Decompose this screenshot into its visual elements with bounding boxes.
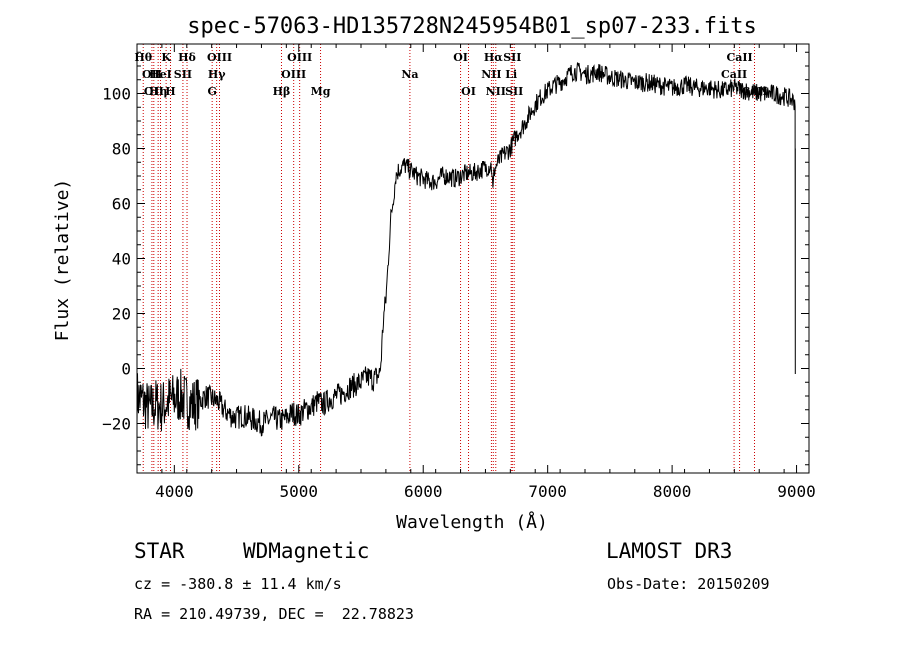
y-tick-label: 100: [102, 85, 131, 104]
x-axis-label: Wavelength (Å): [396, 511, 548, 533]
line-marker-label: OIII: [207, 51, 232, 64]
y-axis-label: Flux (relative): [52, 179, 73, 342]
y-tick-label: 80: [112, 140, 131, 159]
object-subclass: WDMagnetic: [243, 539, 370, 563]
line-marker-label: SII: [503, 51, 521, 64]
x-tick-label: 9000: [777, 482, 816, 501]
x-tick-label: 6000: [404, 482, 443, 501]
line-marker-label: Hδ: [178, 51, 196, 64]
object-class: STAR: [134, 539, 185, 563]
line-marker-label: SII: [505, 85, 523, 98]
chart-title: spec-57063-HD135728N245954B01_sp07-233.f…: [187, 14, 757, 39]
line-marker-label: Hα: [484, 51, 503, 64]
line-marker-label: Hθ: [134, 51, 152, 64]
line-marker-label: CaII: [726, 51, 752, 64]
y-tick-label: 0: [121, 360, 131, 379]
x-axis-ticks: 4000 5000 6000 7000 8000 9000: [136, 44, 816, 501]
line-marker-label: OI: [461, 85, 476, 98]
line-marker-label: K: [161, 51, 171, 64]
line-marker-label: Mg: [311, 85, 331, 98]
flux-series-line: [136, 62, 796, 437]
spectral-line-markers: [142, 44, 755, 473]
line-marker-label: G: [207, 85, 216, 98]
observation-date: Obs-Date: 20150209: [607, 575, 770, 593]
line-marker-label: OI: [453, 51, 468, 64]
line-marker-label: OII: [142, 68, 162, 81]
line-marker-label: Hβ: [273, 85, 291, 98]
redshift-velocity: cz = -380.8 ± 11.4 km/s: [134, 575, 342, 593]
coordinates: RA = 210.49739, DEC = 22.78823: [134, 605, 414, 623]
line-marker-label: OIII: [281, 68, 306, 81]
line-marker-label: Hγ: [208, 68, 226, 81]
line-marker-label: OII: [144, 85, 164, 98]
y-tick-label: −20: [102, 415, 131, 434]
x-tick-label: 5000: [280, 482, 319, 501]
x-tick-label: 8000: [653, 482, 692, 501]
y-tick-label: 40: [112, 250, 131, 269]
line-marker-label: NII: [481, 68, 501, 81]
line-marker-label: SII: [174, 68, 192, 81]
y-tick-label: 20: [112, 305, 131, 324]
line-marker-label: H: [165, 85, 175, 98]
survey-name: LAMOST DR3: [606, 539, 733, 563]
line-marker-label: Na: [401, 68, 418, 81]
spectral-line-labels: HθOIIOIIHηHeIKHSIIHδGHγOIIIHβOIIIOIIIMgN…: [134, 51, 767, 98]
y-tick-label: 60: [112, 195, 131, 214]
line-marker-label: CaII: [721, 68, 747, 81]
line-marker-label: Hη: [149, 85, 167, 98]
line-marker-label: Li: [505, 68, 517, 81]
x-tick-label: 7000: [528, 482, 567, 501]
line-marker-label: OIII: [287, 51, 312, 64]
line-marker-label: NII: [486, 85, 506, 98]
x-tick-label: 4000: [155, 482, 194, 501]
line-marker-label: HeI: [149, 68, 172, 81]
y-axis-ticks: −20 0 20 40 60 80 100: [102, 51, 809, 466]
